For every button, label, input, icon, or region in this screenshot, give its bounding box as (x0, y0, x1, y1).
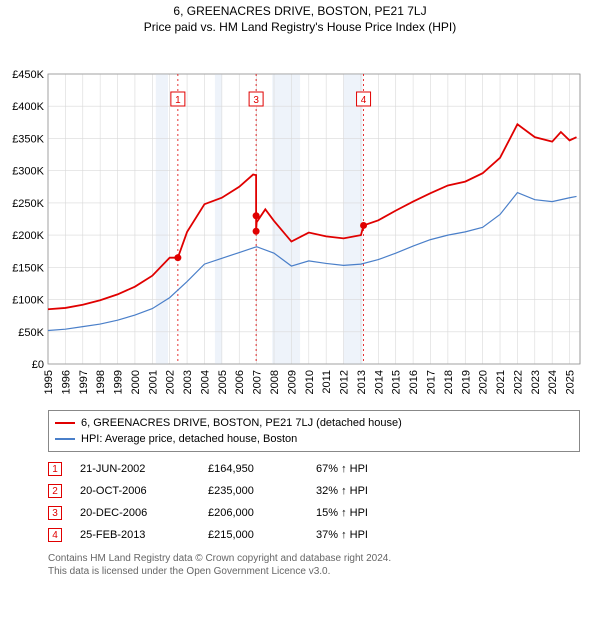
svg-text:2018: 2018 (443, 370, 455, 394)
svg-text:1999: 1999 (113, 370, 125, 394)
svg-text:2014: 2014 (373, 370, 385, 394)
chart-titles: 6, GREENACRES DRIVE, BOSTON, PE21 7LJ Pr… (0, 0, 600, 34)
transaction-number-box: 2 (48, 484, 62, 498)
transaction-price: £206,000 (208, 507, 298, 519)
transaction-row: 1 21-JUN-2002 £164,950 67% ↑ HPI (48, 458, 580, 480)
svg-text:2007: 2007 (252, 370, 264, 394)
transaction-row: 3 20-DEC-2006 £206,000 15% ↑ HPI (48, 502, 580, 524)
svg-text:1995: 1995 (43, 370, 55, 394)
svg-text:£300K: £300K (12, 166, 44, 178)
price-chart: £0 £50K £100K £150K £200K £250K £300K £350K £400… (0, 34, 600, 406)
legend-swatch (55, 438, 75, 440)
transaction-pct: 37% ↑ HPI (316, 529, 406, 541)
svg-text:2001: 2001 (147, 370, 159, 394)
svg-text:2016: 2016 (408, 370, 420, 394)
transaction-price: £215,000 (208, 529, 298, 541)
svg-text:1997: 1997 (78, 370, 90, 394)
svg-text:2025: 2025 (565, 370, 577, 394)
footer-line2: This data is licensed under the Open Gov… (48, 565, 580, 578)
svg-text:£450K: £450K (12, 69, 44, 81)
svg-text:£0: £0 (32, 359, 44, 371)
svg-text:£200K: £200K (12, 230, 44, 242)
transaction-number-box: 1 (48, 462, 62, 476)
transaction-pct: 67% ↑ HPI (316, 463, 406, 475)
svg-text:2015: 2015 (391, 370, 403, 394)
svg-text:2021: 2021 (495, 370, 507, 394)
svg-text:2002: 2002 (165, 370, 177, 394)
svg-text:2013: 2013 (356, 370, 368, 394)
svg-text:£350K: £350K (12, 133, 44, 145)
svg-text:2004: 2004 (199, 370, 211, 394)
transaction-pct: 32% ↑ HPI (316, 485, 406, 497)
svg-text:1: 1 (175, 95, 181, 106)
legend: 6, GREENACRES DRIVE, BOSTON, PE21 7LJ (d… (48, 410, 580, 452)
svg-text:2008: 2008 (269, 370, 281, 394)
transaction-date: 21-JUN-2002 (80, 463, 190, 475)
svg-text:2003: 2003 (182, 370, 194, 394)
title-address: 6, GREENACRES DRIVE, BOSTON, PE21 7LJ (0, 4, 600, 18)
svg-text:2010: 2010 (304, 370, 316, 394)
transaction-date: 25-FEB-2013 (80, 529, 190, 541)
transaction-pct: 15% ↑ HPI (316, 507, 406, 519)
svg-text:2019: 2019 (460, 370, 472, 394)
svg-text:1996: 1996 (60, 370, 72, 394)
svg-text:1998: 1998 (95, 370, 107, 394)
legend-item: 6, GREENACRES DRIVE, BOSTON, PE21 7LJ (d… (55, 415, 573, 431)
legend-label: HPI: Average price, detached house, Bost… (81, 433, 297, 445)
title-subtitle: Price paid vs. HM Land Registry's House … (0, 20, 600, 34)
svg-text:£400K: £400K (12, 101, 44, 113)
transaction-number-box: 4 (48, 528, 62, 542)
svg-text:3: 3 (253, 95, 259, 106)
svg-text:2009: 2009 (286, 370, 298, 394)
svg-text:2005: 2005 (217, 370, 229, 394)
footer-line1: Contains HM Land Registry data © Crown c… (48, 552, 580, 565)
svg-text:2012: 2012 (339, 370, 351, 394)
legend-label: 6, GREENACRES DRIVE, BOSTON, PE21 7LJ (d… (81, 417, 402, 429)
svg-text:2006: 2006 (234, 370, 246, 394)
transaction-price: £235,000 (208, 485, 298, 497)
svg-text:£150K: £150K (12, 262, 44, 274)
footer-attribution: Contains HM Land Registry data © Crown c… (48, 552, 580, 578)
transaction-date: 20-OCT-2006 (80, 485, 190, 497)
svg-text:4: 4 (361, 95, 367, 106)
transaction-price: £164,950 (208, 463, 298, 475)
svg-text:£100K: £100K (12, 295, 44, 307)
transaction-row: 2 20-OCT-2006 £235,000 32% ↑ HPI (48, 480, 580, 502)
svg-text:2022: 2022 (512, 370, 524, 394)
svg-text:2011: 2011 (321, 370, 333, 394)
chart-area: £0 £50K £100K £150K £200K £250K £300K £350K £400… (0, 34, 600, 406)
svg-text:£250K: £250K (12, 198, 44, 210)
svg-text:2000: 2000 (130, 370, 142, 394)
svg-text:2023: 2023 (530, 370, 542, 394)
svg-text:2017: 2017 (425, 370, 437, 394)
legend-item: HPI: Average price, detached house, Bost… (55, 431, 573, 447)
legend-swatch (55, 422, 75, 424)
transaction-number-box: 3 (48, 506, 62, 520)
svg-text:£50K: £50K (18, 327, 44, 339)
transaction-row: 4 25-FEB-2013 £215,000 37% ↑ HPI (48, 524, 580, 546)
transaction-date: 20-DEC-2006 (80, 507, 190, 519)
transactions-table: 1 21-JUN-2002 £164,950 67% ↑ HPI 2 20-OCT-200… (48, 458, 580, 546)
svg-text:2024: 2024 (547, 370, 559, 394)
svg-text:2020: 2020 (478, 370, 490, 394)
